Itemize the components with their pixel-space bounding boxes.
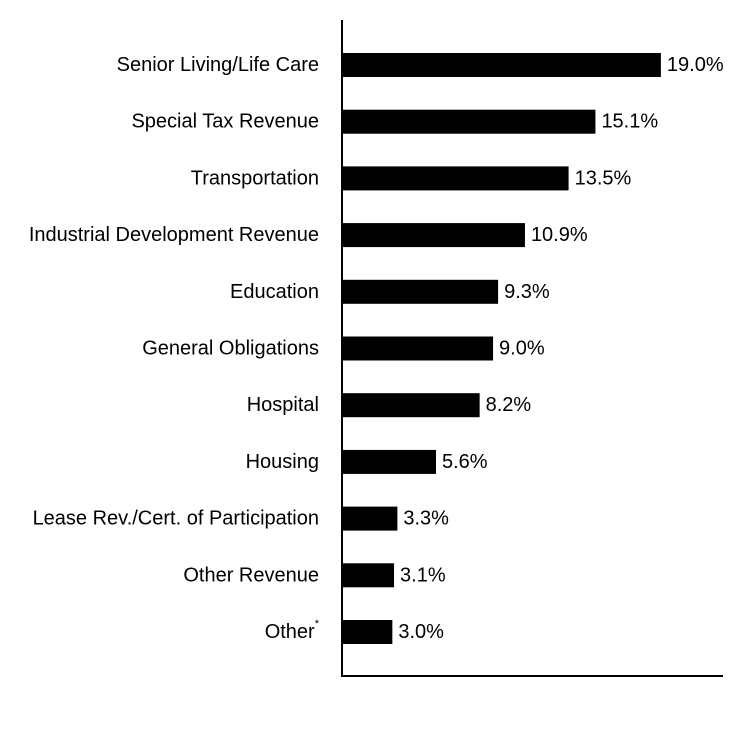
value-label: 15.1%	[601, 111, 658, 133]
value-label: 9.3%	[504, 281, 550, 303]
value-label: 19.0%	[667, 54, 724, 76]
category-label: Lease Rev./Cert. of Participation	[33, 508, 319, 530]
value-label: 9.0%	[499, 338, 545, 360]
bar	[342, 223, 525, 248]
bar	[342, 166, 569, 191]
value-label: 3.0%	[398, 621, 444, 643]
bar	[342, 53, 661, 77]
bar	[342, 449, 436, 474]
category-label: Senior Living/Life Care	[117, 54, 319, 76]
bar	[342, 563, 395, 588]
category-label: Other Revenue	[183, 564, 319, 586]
bar	[342, 393, 480, 418]
footnote-marker: *	[315, 618, 320, 630]
category-label: Housing	[246, 451, 319, 473]
value-label: 13.5%	[575, 167, 632, 189]
category-label: Special Tax Revenue	[131, 111, 319, 133]
value-label: 8.2%	[486, 394, 532, 416]
bar	[342, 109, 596, 134]
bar	[342, 279, 499, 304]
value-label: 5.6%	[442, 451, 488, 473]
category-label: General Obligations	[142, 338, 319, 360]
category-labels: Senior Living/Life Care Special Tax Reven…	[29, 54, 320, 643]
bar	[342, 620, 393, 644]
bars-layer	[342, 53, 661, 644]
value-labels: 19.0% 15.1% 13.5% 10.9% 9.3% 9.0% 8.2% 5.6% 3.3%…	[398, 54, 723, 643]
bar	[342, 506, 398, 531]
category-label: Other*	[265, 618, 320, 643]
category-label: Transportation	[191, 167, 319, 189]
value-label: 10.9%	[531, 224, 588, 246]
bar	[342, 336, 494, 361]
value-label: 3.3%	[403, 508, 449, 530]
category-label: Hospital	[247, 394, 319, 416]
value-label: 3.1%	[400, 564, 446, 586]
category-label: Industrial Development Revenue	[29, 224, 319, 246]
category-label: Education	[230, 281, 319, 303]
